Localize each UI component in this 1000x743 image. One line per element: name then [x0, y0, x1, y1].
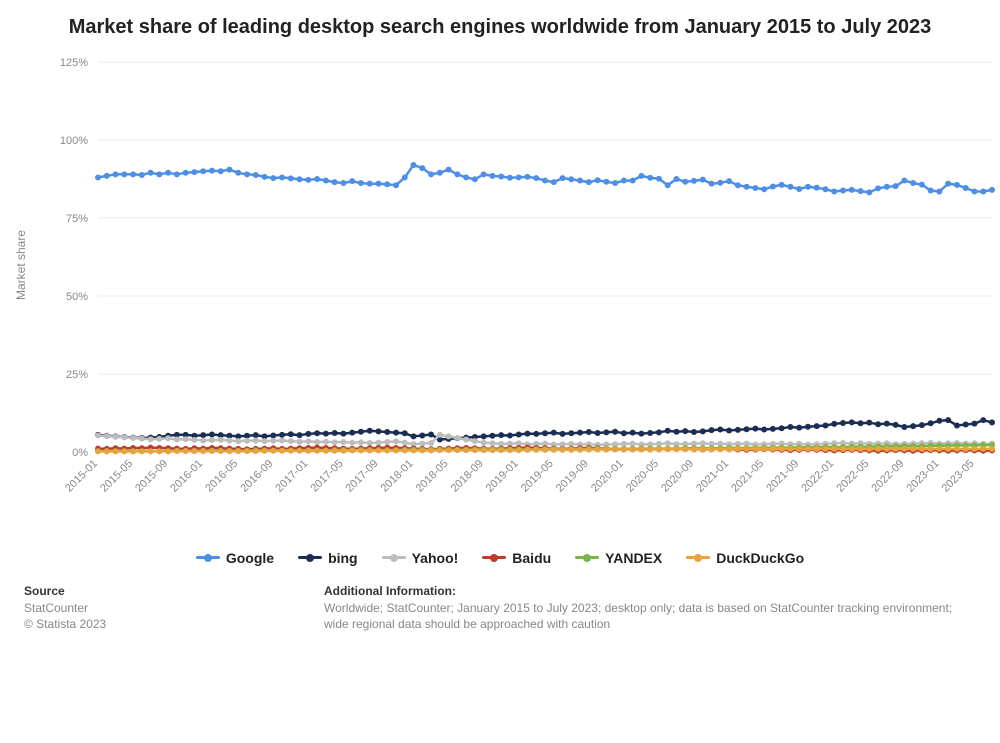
y-axis-label: Market share — [14, 230, 28, 300]
svg-text:2021-05: 2021-05 — [729, 458, 766, 495]
svg-text:2015-05: 2015-05 — [98, 458, 135, 495]
legend-item-yahoo-[interactable]: Yahoo! — [382, 550, 459, 566]
legend-item-baidu[interactable]: Baidu — [482, 550, 551, 566]
svg-text:2016-09: 2016-09 — [238, 458, 275, 495]
svg-text:2017-05: 2017-05 — [308, 458, 345, 495]
svg-text:2018-05: 2018-05 — [414, 458, 451, 495]
chart-area: Market share 0%25%50%75%100%125%2015-012… — [0, 40, 1000, 530]
svg-text:2023-05: 2023-05 — [940, 458, 977, 495]
svg-text:2016-01: 2016-01 — [168, 458, 205, 495]
svg-text:2019-09: 2019-09 — [554, 458, 591, 495]
additional-label: Additional Information: — [324, 584, 976, 598]
chart-title: Market share of leading desktop search e… — [0, 0, 1000, 40]
source-block: Source StatCounter © Statista 2023 — [24, 584, 324, 634]
svg-text:100%: 100% — [60, 135, 88, 147]
svg-text:2016-05: 2016-05 — [203, 458, 240, 495]
svg-text:2015-09: 2015-09 — [133, 458, 170, 495]
source-label: Source — [24, 584, 324, 598]
legend-item-bing[interactable]: bing — [298, 550, 358, 566]
svg-text:2022-09: 2022-09 — [869, 458, 906, 495]
legend-label: bing — [328, 550, 358, 566]
legend-label: DuckDuckGo — [716, 550, 804, 566]
legend-marker-icon — [686, 556, 710, 559]
svg-text:2022-05: 2022-05 — [834, 458, 871, 495]
svg-text:2022-01: 2022-01 — [799, 458, 836, 495]
chart-legend: Google bing Yahoo! Baidu YANDEX DuckDuckGo — [0, 546, 1000, 566]
svg-text:25%: 25% — [66, 369, 88, 381]
svg-text:2017-09: 2017-09 — [344, 458, 381, 495]
svg-text:2015-01: 2015-01 — [63, 458, 100, 495]
svg-text:2021-09: 2021-09 — [764, 458, 801, 495]
legend-marker-icon — [298, 556, 322, 559]
svg-text:2018-09: 2018-09 — [449, 458, 486, 495]
additional-info-block: Additional Information: Worldwide; StatC… — [324, 584, 976, 634]
legend-marker-icon — [382, 556, 406, 559]
svg-text:75%: 75% — [66, 213, 88, 225]
svg-text:2019-01: 2019-01 — [484, 458, 521, 495]
legend-marker-icon — [482, 556, 506, 559]
svg-text:2021-01: 2021-01 — [694, 458, 731, 495]
svg-text:2017-01: 2017-01 — [273, 458, 310, 495]
legend-marker-icon — [196, 556, 220, 559]
chart-svg: 0% 25% 50% 75% 100% 125% 2015-012015-052015-09… — [0, 40, 1000, 530]
svg-text:2020-01: 2020-01 — [589, 458, 626, 495]
svg-text:2019-05: 2019-05 — [519, 458, 556, 495]
legend-item-duckduckgo[interactable]: DuckDuckGo — [686, 550, 804, 566]
svg-text:125%: 125% — [60, 57, 88, 69]
source-name: StatCounter — [24, 600, 324, 617]
additional-text: Worldwide; StatCounter; January 2015 to … — [324, 600, 976, 634]
legend-label: Yahoo! — [412, 550, 459, 566]
svg-text:2020-05: 2020-05 — [624, 458, 661, 495]
legend-label: Baidu — [512, 550, 551, 566]
svg-text:2018-01: 2018-01 — [379, 458, 416, 495]
legend-label: Google — [226, 550, 274, 566]
svg-text:2020-09: 2020-09 — [659, 458, 696, 495]
legend-item-yandex[interactable]: YANDEX — [575, 550, 662, 566]
legend-marker-icon — [575, 556, 599, 559]
svg-text:2023-01: 2023-01 — [904, 458, 941, 495]
legend-label: YANDEX — [605, 550, 662, 566]
legend-item-google[interactable]: Google — [196, 550, 274, 566]
chart-footer: Source StatCounter © Statista 2023 Addit… — [0, 566, 1000, 634]
svg-text:0%: 0% — [72, 447, 88, 459]
svg-text:50%: 50% — [66, 291, 88, 303]
copyright: © Statista 2023 — [24, 616, 324, 633]
